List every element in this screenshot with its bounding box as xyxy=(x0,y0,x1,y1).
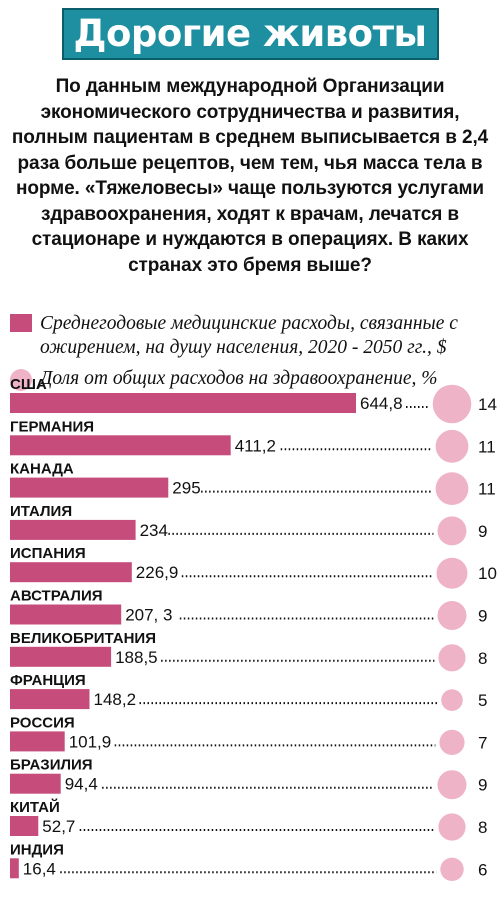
share-circle xyxy=(436,557,468,589)
legend-bar-swatch xyxy=(10,314,32,332)
share-value-label: 10 xyxy=(478,564,497,583)
spending-bar xyxy=(10,477,169,498)
spending-value-label: 644,8 xyxy=(360,394,403,413)
share-value-label: 14 xyxy=(478,395,497,414)
country-label: ГЕРМАНИЯ xyxy=(10,418,94,435)
legend-spending-label: Среднегодовые медицинские расходы, связа… xyxy=(40,313,458,358)
page-title: Дорогие животы xyxy=(61,8,439,60)
share-value-label: 9 xyxy=(478,522,487,541)
country-label: ВЕЛИКОБРИТАНИЯ xyxy=(10,630,156,647)
country-label: АВСТРАЛИЯ xyxy=(10,588,103,605)
spending-bar xyxy=(10,604,122,625)
share-circle xyxy=(435,472,469,505)
share-value-label: 8 xyxy=(478,818,487,837)
country-label: РОССИЯ xyxy=(10,714,75,731)
spending-value-label: 101,9 xyxy=(69,732,112,751)
share-value-label: 5 xyxy=(478,691,487,710)
spending-value-label: 226,9 xyxy=(136,563,179,582)
spending-value-label: 207, 3 xyxy=(125,606,172,625)
share-circle xyxy=(437,601,467,630)
share-circle xyxy=(438,813,466,841)
share-circle xyxy=(435,429,469,463)
legend-share-label: Доля от общих расходов на здравоохранени… xyxy=(40,368,438,389)
spending-value-label: 148,2 xyxy=(94,690,137,709)
share-value-label: 9 xyxy=(478,776,487,795)
country-label: БРАЗИЛИЯ xyxy=(10,757,93,774)
legend-spending: Среднегодовые медицинские расходы, связа… xyxy=(10,312,492,360)
spending-value-label: 188,5 xyxy=(115,648,158,667)
share-circle xyxy=(437,770,467,800)
spending-bar xyxy=(10,435,231,456)
spending-bar xyxy=(10,731,65,752)
country-label: ИНДИЯ xyxy=(10,841,64,858)
spending-bar xyxy=(10,858,19,879)
share-value-label: 8 xyxy=(478,649,487,668)
spending-value-label: 94,4 xyxy=(65,775,98,794)
share-circle xyxy=(439,729,465,756)
share-circle xyxy=(432,384,472,424)
legend-circle-swatch xyxy=(10,369,32,391)
share-value-label: 11 xyxy=(478,480,496,499)
spending-value-label: 295 xyxy=(172,479,200,498)
share-value-label: 6 xyxy=(478,860,487,879)
spending-value-label: 411,2 xyxy=(235,436,276,455)
legend-share: Доля от общих расходов на здравоохранени… xyxy=(10,367,492,391)
share-value-label: 7 xyxy=(478,733,487,752)
spending-bar xyxy=(10,519,136,540)
spending-value-label: 52,7 xyxy=(42,817,75,836)
country-label: США xyxy=(10,376,47,393)
share-value-label: 11 xyxy=(478,437,496,456)
spending-value-label: 16,4 xyxy=(23,859,56,878)
share-circle xyxy=(440,857,464,881)
spending-bar xyxy=(10,773,61,794)
spending-bar xyxy=(10,816,39,836)
country-label: ФРАНЦИЯ xyxy=(10,672,86,689)
share-circle xyxy=(438,644,466,672)
title-wrap: Дорогие животы xyxy=(0,8,500,60)
spending-bar xyxy=(10,393,356,413)
country-label: КАНАДА xyxy=(10,461,74,478)
spending-bar xyxy=(10,562,132,583)
share-value-label: 9 xyxy=(478,607,487,626)
share-circle xyxy=(437,516,467,546)
country-label: ИСПАНИЯ xyxy=(10,545,86,562)
country-label: ИТАЛИЯ xyxy=(10,503,72,520)
spending-value-label: 234 xyxy=(140,521,168,540)
spending-bar xyxy=(10,689,90,710)
share-circle xyxy=(441,689,463,711)
spending-bar xyxy=(10,646,112,667)
intro-text: По данным международной Организации экон… xyxy=(11,76,489,276)
country-label: КИТАЙ xyxy=(10,798,60,816)
